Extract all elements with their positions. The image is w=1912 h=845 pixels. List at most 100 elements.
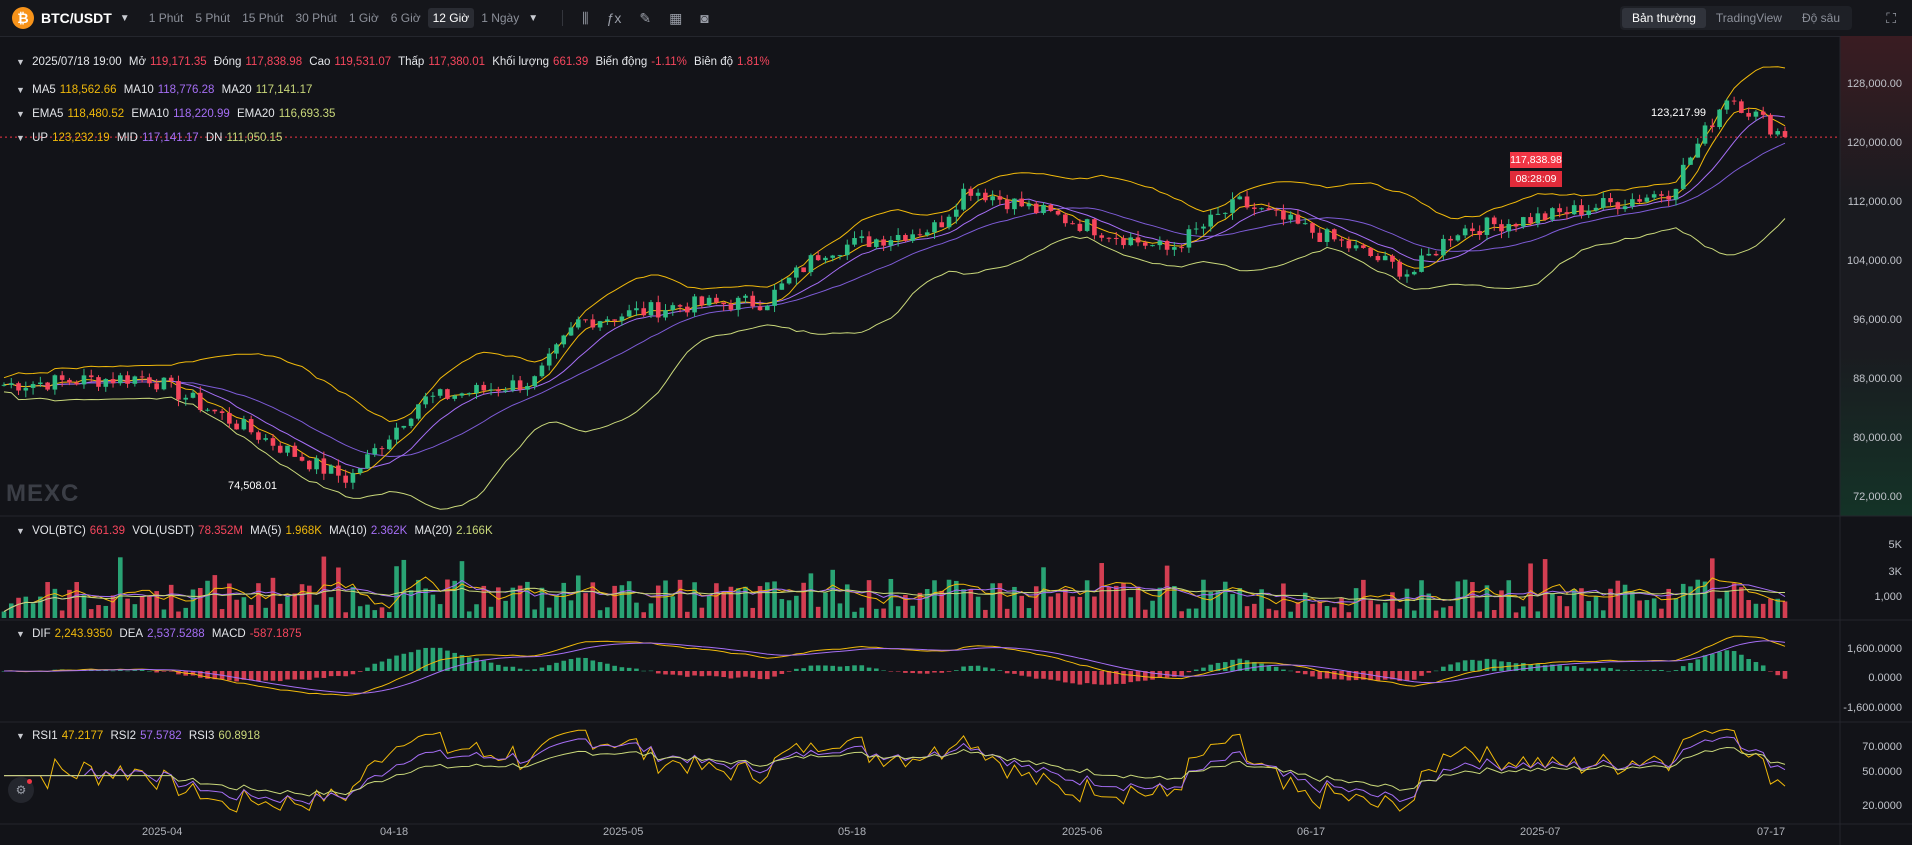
camera-icon[interactable]: ◙ xyxy=(700,10,709,26)
mode-standard[interactable]: Bản thường xyxy=(1621,8,1706,28)
candle-body xyxy=(532,376,537,387)
volume-bar xyxy=(874,608,879,618)
volume-bar xyxy=(38,596,43,618)
macd-histogram-bar xyxy=(1550,664,1555,671)
volume-bar xyxy=(147,595,152,618)
fullscreen-icon[interactable]: ⛶ xyxy=(1886,10,1896,26)
chevron-down-icon[interactable]: ▼ xyxy=(16,85,25,95)
candle-body xyxy=(750,295,756,307)
macd-histogram-bar xyxy=(1666,670,1671,672)
volume-bar xyxy=(655,585,661,618)
rsi2-value: 57.5782 xyxy=(140,730,182,742)
timeframe-6h[interactable]: 6 Giờ xyxy=(390,11,421,25)
volume-bar xyxy=(539,587,545,618)
candle-body xyxy=(212,409,218,412)
macd-histogram-bar xyxy=(1441,666,1446,671)
macd-histogram-bar xyxy=(1615,669,1621,671)
macd-histogram-bar xyxy=(1775,671,1781,676)
candle-body xyxy=(1150,245,1155,247)
candle-body xyxy=(1121,238,1126,246)
candle-body xyxy=(1768,114,1773,135)
volume-bar xyxy=(1390,592,1395,618)
macd-histogram-bar xyxy=(874,668,879,671)
macd-histogram-bar xyxy=(1521,662,1526,671)
ema-legend: ▼ EMA5 118,480.52 EMA10 118,220.99 EMA20 11… xyxy=(16,108,339,120)
macd-histogram-bar xyxy=(386,658,392,671)
candle-body xyxy=(197,392,203,410)
candle-body xyxy=(248,419,254,433)
vol-ma5-value: 1.968K xyxy=(285,525,322,537)
chevron-down-icon[interactable]: ▼ xyxy=(16,57,25,67)
candle-body xyxy=(270,438,276,446)
chevron-down-icon[interactable]: ▼ xyxy=(16,629,25,639)
candle-body xyxy=(67,379,72,383)
candle-body xyxy=(1128,237,1134,246)
chevron-down-icon[interactable]: ▼ xyxy=(16,109,25,119)
date-tick: 2025-04 xyxy=(142,826,183,838)
candle-body xyxy=(953,209,959,217)
candle-body xyxy=(648,302,654,316)
macd-histogram-bar xyxy=(525,669,530,671)
macd-histogram-bar xyxy=(1702,655,1708,671)
macd-histogram-bar xyxy=(1564,666,1570,671)
candle-body xyxy=(23,387,29,391)
chevron-down-icon[interactable]: ▼ xyxy=(119,12,130,24)
candle-body xyxy=(183,397,189,400)
price-axis-gradient xyxy=(1840,36,1912,516)
timeframe-1m[interactable]: 1 Phút xyxy=(148,11,184,25)
timeframe-5m[interactable]: 5 Phút xyxy=(195,11,231,25)
price-tick: 80,000.00 xyxy=(1853,432,1902,444)
high-annotation: 123,217.99 xyxy=(1651,107,1707,119)
volume-bar xyxy=(241,597,247,618)
candle-body xyxy=(1055,210,1061,215)
volume-bar xyxy=(416,579,421,618)
timeframe-1d[interactable]: 1 Ngày xyxy=(481,11,520,25)
price-tick: 72,000.00 xyxy=(1853,491,1902,503)
volume-bar xyxy=(343,612,348,618)
candle-body xyxy=(1,384,7,386)
mode-tradingview[interactable]: TradingView xyxy=(1715,11,1782,25)
candle-body xyxy=(1753,111,1759,117)
volume-bar xyxy=(16,597,21,618)
candle-body xyxy=(1491,217,1497,225)
chevron-down-icon[interactable]: ▼ xyxy=(16,133,25,143)
candle-body xyxy=(321,458,327,474)
timeframe-30m[interactable]: 30 Phút xyxy=(295,11,337,25)
vol-legend: ▼ VOL(BTC) 661.39 VOL(USDT) 78.352M MA(5) 1… xyxy=(16,525,497,537)
candle-body xyxy=(772,289,777,306)
timeframe-15m[interactable]: 15 Phút xyxy=(242,11,284,25)
volume-bar xyxy=(372,610,378,618)
candle-body xyxy=(619,316,625,321)
vol-btc-label: VOL(BTC) xyxy=(32,525,86,537)
indicator-fx-icon[interactable]: ƒx xyxy=(606,10,622,26)
draw-pencil-icon[interactable]: ✎ xyxy=(639,9,652,26)
ema5-value: 118,480.52 xyxy=(67,108,125,120)
date-tick: 2025-05 xyxy=(603,826,644,838)
candle-body xyxy=(74,382,79,385)
candle-body xyxy=(1542,213,1548,220)
timeframe-1h[interactable]: 1 Giờ xyxy=(348,11,379,25)
chevron-down-icon[interactable]: ▼ xyxy=(16,526,25,536)
candle-body xyxy=(910,234,915,241)
rsi1-value: 47.2177 xyxy=(61,730,104,742)
candlestick-type-icon[interactable]: ⫼ xyxy=(582,9,589,26)
volume-bar xyxy=(1172,586,1177,618)
mode-depth[interactable]: Độ sâu xyxy=(1801,11,1840,25)
volume-bar xyxy=(1084,580,1090,618)
settings-icon[interactable]: ⚙ xyxy=(8,777,34,803)
dea-value: 2,537.5288 xyxy=(147,628,205,640)
vol-usdt-value: 78.352M xyxy=(198,525,243,537)
pair-selector[interactable]: BTC/USDT xyxy=(41,10,112,26)
macd-histogram-bar xyxy=(997,670,1003,671)
chart-canvas[interactable] xyxy=(0,36,1912,845)
timeframe-12h[interactable]: 12 Giờ xyxy=(427,8,475,28)
volume-bar xyxy=(1317,601,1323,618)
macd-histogram-bar xyxy=(459,655,465,671)
layout-grid-icon[interactable]: ▦ xyxy=(669,9,683,26)
volume-bar xyxy=(45,582,50,618)
timeframe-chevron-down-icon[interactable]: ▼ xyxy=(528,12,539,24)
volume-bar xyxy=(794,595,799,618)
chevron-down-icon[interactable]: ▼ xyxy=(16,731,25,741)
macd-histogram-bar xyxy=(1782,671,1788,679)
volume-bar xyxy=(1739,587,1744,618)
